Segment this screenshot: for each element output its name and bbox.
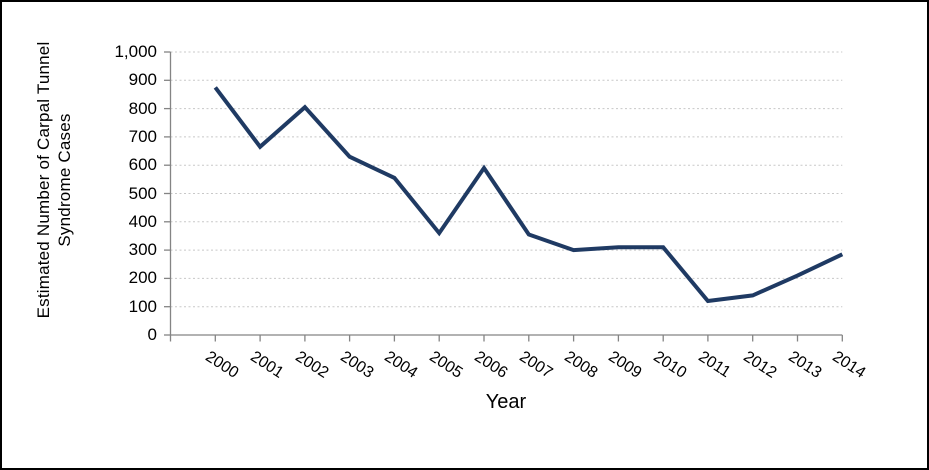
- y-axis-tick-label: 200: [128, 268, 157, 287]
- y-axis-title-line2: Syndrome Cases: [55, 113, 74, 247]
- y-axis-tick-label: 400: [128, 212, 157, 231]
- y-axis-title: Estimated Number of Carpal Tunnel Syndro…: [33, 42, 75, 319]
- data-series-line: [213, 86, 844, 304]
- y-axis-tick-label: 300: [128, 240, 157, 259]
- y-axis-tick-label: 500: [128, 184, 157, 203]
- y-axis-tick-label: 900: [128, 70, 157, 89]
- y-axis-tick-label: 700: [128, 127, 157, 146]
- y-axis-tick-label: 1,000: [114, 42, 157, 61]
- y-axis-title-line1: Estimated Number of Carpal Tunnel: [34, 41, 53, 319]
- y-axis-tick-label: 0: [147, 325, 157, 344]
- y-axis-tick-label: 600: [128, 155, 157, 174]
- x-axis-title: Year: [485, 391, 527, 413]
- y-axis-ticks: [164, 51, 171, 336]
- y-axis-tick-label: 100: [128, 297, 157, 316]
- x-axis-ticks: [169, 335, 843, 342]
- y-axis-tick-label: 800: [128, 99, 157, 118]
- gridlines: [170, 51, 843, 308]
